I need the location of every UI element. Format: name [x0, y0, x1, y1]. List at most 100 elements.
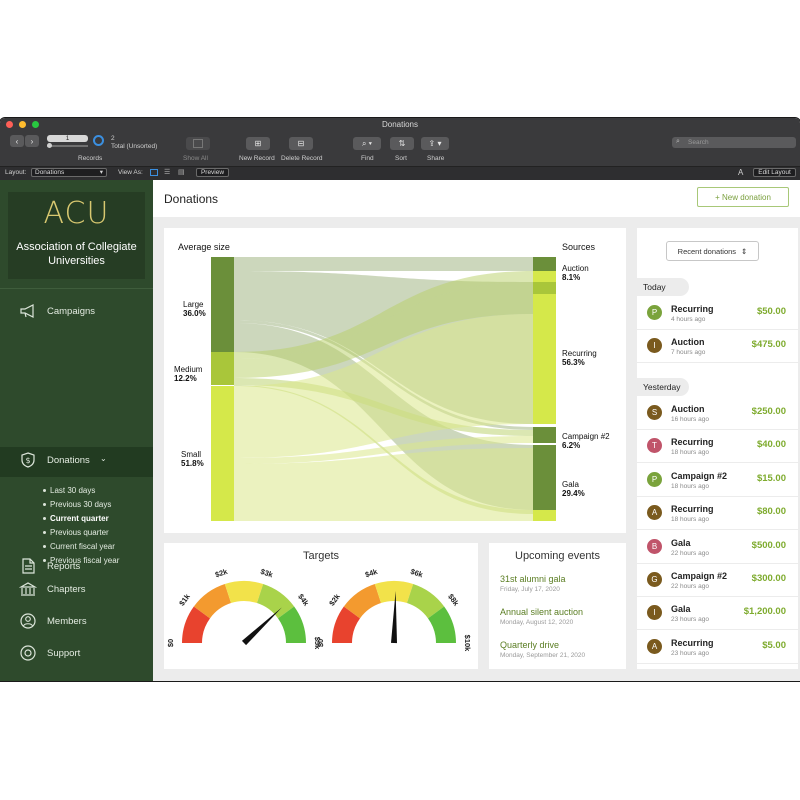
donation-time: 16 hours ago: [671, 416, 709, 423]
sort-button[interactable]: ⇅: [390, 137, 414, 150]
sort-label: Sort: [395, 155, 407, 162]
targets-title: Targets: [302, 550, 340, 562]
size-name: Small: [181, 450, 202, 459]
size-pct: 51.8%: [181, 459, 204, 468]
donor-avatar: P: [647, 471, 662, 487]
chevron-down-icon: ▾: [99, 169, 103, 176]
donor-avatar: P: [647, 305, 662, 320]
sidebar-item-donations-row[interactable]: $ Donations ⌄: [0, 447, 153, 473]
sidebar-item-label: Campaigns: [47, 306, 96, 317]
donation-row[interactable]: G Campaign #2 22 hours ago $300.00: [637, 564, 798, 597]
brand-panel: ACU Association of Collegiate Universiti…: [8, 192, 145, 279]
target-gauges: $0$1k$2k $3k$4k$5k$0$2k$4k $6k$8k$10k: [166, 567, 472, 653]
donation-row[interactable]: B Gala 22 hours ago $500.00: [637, 531, 798, 564]
donation-row[interactable]: I Auction 7 hours ago $475.00: [637, 330, 798, 364]
size-pct: 12.2%: [174, 374, 197, 383]
slider-handle[interactable]: [47, 143, 52, 148]
recent-donations-button[interactable]: Recent donations ⇕: [666, 241, 759, 261]
donation-row[interactable]: P Recurring 4 hours ago $50.00: [637, 297, 798, 330]
window-controls: [6, 121, 39, 128]
event-name[interactable]: Annual silent auction: [500, 607, 584, 617]
day-header-today: Today: [637, 278, 689, 296]
donor-avatar: S: [647, 405, 662, 420]
sidebar-subitem[interactable]: Previous quarter: [43, 528, 109, 537]
form-view-icon[interactable]: [150, 169, 158, 176]
donation-amount: $475.00: [751, 339, 786, 351]
donation-source: Gala: [671, 537, 691, 548]
events-title: Upcoming events: [515, 550, 600, 562]
edit-layout-button[interactable]: Edit Layout: [753, 168, 796, 177]
records-label: Records: [78, 155, 103, 162]
next-record-button[interactable]: ›: [25, 135, 39, 147]
sidebar-item-label: Reports: [47, 561, 81, 572]
donation-row[interactable]: A Recurring 23 hours ago $5.00: [637, 631, 798, 664]
new-record-button[interactable]: ⊞: [246, 137, 270, 150]
lifebuoy-icon: [20, 645, 36, 661]
event-name[interactable]: Quarterly drive: [500, 640, 560, 650]
sankey-node-large: [211, 257, 234, 352]
layout-select[interactable]: Donations ▾: [31, 168, 107, 177]
list-view-icon[interactable]: ☰: [164, 169, 171, 176]
preview-button[interactable]: Preview: [196, 168, 229, 177]
source-label-auction: Auction 8.1%: [562, 264, 589, 282]
donation-row[interactable]: A Recurring 18 hours ago $80.00: [637, 497, 798, 531]
show-all-button[interactable]: [186, 137, 210, 150]
sankey-flow: [234, 314, 533, 458]
record-slider[interactable]: [47, 143, 88, 148]
row-divider: [637, 662, 798, 664]
sankey-flow: [234, 282, 533, 378]
sidebar-item-members[interactable]: Members: [0, 608, 153, 634]
table-view-icon[interactable]: ▤: [178, 169, 185, 176]
sidebar-item-support[interactable]: Support: [0, 640, 153, 666]
gauge-tick-label: $5k: [313, 637, 322, 650]
gauge-tick-label: $3k: [259, 567, 274, 580]
font-size-icon[interactable]: A: [738, 168, 744, 177]
megaphone-icon: [20, 304, 34, 318]
zoom-window-button[interactable]: [32, 121, 39, 128]
svg-text:$: $: [25, 456, 30, 465]
donation-time: 18 hours ago: [671, 482, 709, 490]
donation-row[interactable]: T Recurring 18 hours ago $40.00: [637, 430, 798, 464]
delete-record-button[interactable]: ⊟: [289, 137, 313, 150]
layout-bar: Layout: Donations ▾ View As: ☰ ▤ Preview …: [0, 166, 800, 180]
sankey-node-recurring: [533, 277, 556, 424]
gauge-segment: [343, 584, 382, 619]
day-header-yesterday: Yesterday: [637, 378, 689, 396]
sidebar-subitem-current[interactable]: Current quarter: [43, 514, 109, 523]
gauge-segment: [277, 606, 306, 643]
sidebar-subitem[interactable]: Previous fiscal year: [42, 556, 120, 565]
donation-row[interactable]: I Gala 23 hours ago $1,200.00: [637, 597, 798, 631]
sidebar-subitem[interactable]: Current fiscal year: [43, 542, 115, 551]
minimize-window-button[interactable]: [19, 121, 26, 128]
delete-record-label: Delete Record: [281, 155, 323, 162]
find-label: Find: [361, 155, 374, 162]
donation-row[interactable]: P Campaign #2 18 hours ago $15.00: [637, 464, 798, 497]
row-divider: [637, 362, 798, 364]
gauge-tick-label: $8k: [446, 592, 461, 608]
source-label-campaign2: Campaign #2 6.2%: [562, 432, 610, 450]
gauge-segment: [182, 606, 211, 643]
donation-source: Campaign #2: [671, 470, 728, 481]
record-number-field[interactable]: 1: [47, 135, 88, 142]
close-window-button[interactable]: [6, 121, 13, 128]
sidebar-divider: [0, 288, 153, 289]
donation-source: Gala: [671, 604, 691, 615]
sidebar-item-campaigns[interactable]: Campaigns: [0, 298, 153, 324]
find-button[interactable]: ⌕ ▾: [353, 137, 381, 150]
new-donation-button[interactable]: + New donation: [697, 187, 789, 207]
sidebar-subitem[interactable]: Previous 30 days: [42, 500, 112, 509]
donation-row[interactable]: S Auction 16 hours ago $250.00: [637, 397, 798, 430]
donor-avatar: T: [647, 438, 662, 454]
sidebar-subitem[interactable]: Last 30 days: [42, 486, 96, 495]
events-card: Upcoming events 31st alumni gala Friday,…: [489, 543, 626, 669]
sidebar-item-reports-row[interactable]: Reports: [0, 553, 153, 579]
share-button[interactable]: ⇪ ▾: [421, 137, 449, 150]
search-field[interactable]: ⌕ Search: [672, 137, 796, 148]
sidebar-item-chapters[interactable]: Chapters: [0, 576, 153, 602]
previous-record-button[interactable]: ‹: [10, 135, 24, 147]
sankey-card: Average size Sources Large 36.0% Medium 12…: [164, 228, 626, 533]
event-name[interactable]: 31st alumni gala: [500, 574, 566, 584]
document-icon: [22, 558, 35, 574]
sankey-right-title: Sources: [562, 242, 596, 252]
event-date: Friday, July 17, 2020: [500, 586, 560, 593]
